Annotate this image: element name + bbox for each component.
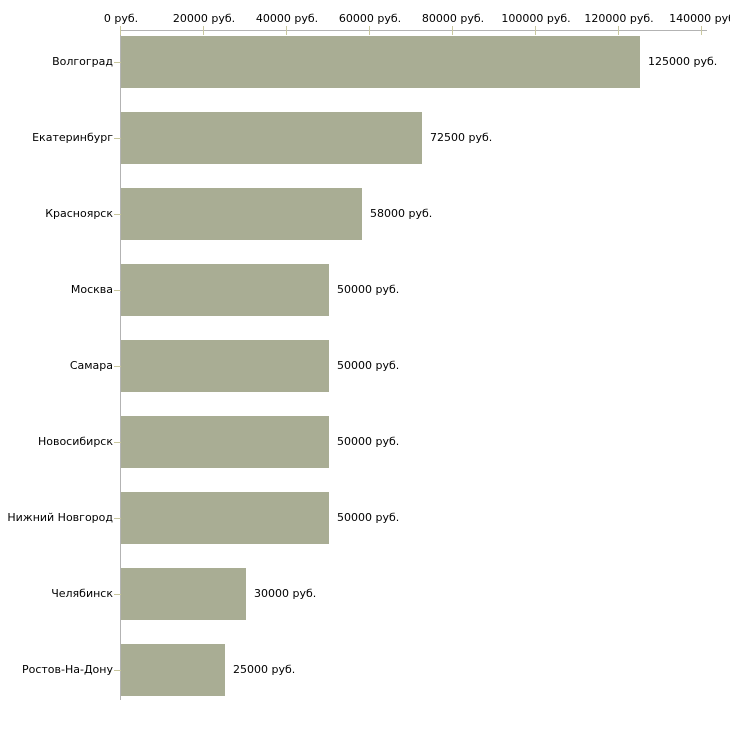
category-label: Нижний Новгород: [7, 511, 113, 524]
value-label: 50000 руб.: [337, 511, 400, 524]
x-tick-mark: [452, 26, 453, 35]
bar: [121, 264, 329, 316]
x-tick-label: 20000 руб.: [172, 12, 236, 25]
y-tick-mark: [114, 62, 121, 63]
value-label: 58000 руб.: [370, 207, 433, 220]
y-tick-mark: [114, 518, 121, 519]
x-tick-mark: [120, 26, 121, 35]
bar: [121, 112, 422, 164]
x-tick-mark: [535, 26, 536, 35]
x-tick-label: 40000 руб.: [255, 12, 319, 25]
category-label: Самара: [69, 359, 113, 372]
bar: [121, 492, 329, 544]
category-label: Челябинск: [51, 587, 113, 600]
x-tick-label: 60000 руб.: [338, 12, 402, 25]
value-label: 125000 руб.: [648, 55, 718, 68]
value-label: 50000 руб.: [337, 435, 400, 448]
x-tick-label: 120000 руб.: [584, 12, 654, 25]
category-label: Екатеринбург: [32, 131, 113, 144]
x-tick-label: 0 руб.: [103, 12, 139, 25]
value-label: 72500 руб.: [430, 131, 493, 144]
x-tick-label: 80000 руб.: [421, 12, 485, 25]
value-label: 25000 руб.: [233, 663, 296, 676]
category-label: Волгоград: [52, 55, 113, 68]
y-tick-mark: [114, 138, 121, 139]
x-tick-label: 140000 руб: [669, 12, 730, 25]
value-label: 50000 руб.: [337, 359, 400, 372]
category-label: Москва: [70, 283, 113, 296]
bar: [121, 36, 640, 88]
bar: [121, 188, 362, 240]
x-tick-mark: [286, 26, 287, 35]
value-label: 50000 руб.: [337, 283, 400, 296]
category-label: Ростов-На-Дону: [21, 663, 113, 676]
category-label: Новосибирск: [37, 435, 113, 448]
x-tick-mark: [618, 26, 619, 35]
x-tick-mark: [369, 26, 370, 35]
y-tick-mark: [114, 290, 121, 291]
y-axis-line: [120, 30, 121, 700]
bar: [121, 340, 329, 392]
x-axis-line: [120, 30, 707, 31]
bar: [121, 644, 225, 696]
y-tick-mark: [114, 594, 121, 595]
y-tick-mark: [114, 366, 121, 367]
x-tick-mark: [203, 26, 204, 35]
bar: [121, 416, 329, 468]
x-tick-mark: [701, 26, 702, 35]
x-tick-label: 100000 руб.: [501, 12, 571, 25]
y-tick-mark: [114, 670, 121, 671]
value-label: 30000 руб.: [254, 587, 317, 600]
category-label: Красноярск: [45, 207, 113, 220]
y-tick-mark: [114, 214, 121, 215]
bar: [121, 568, 246, 620]
y-tick-mark: [114, 442, 121, 443]
